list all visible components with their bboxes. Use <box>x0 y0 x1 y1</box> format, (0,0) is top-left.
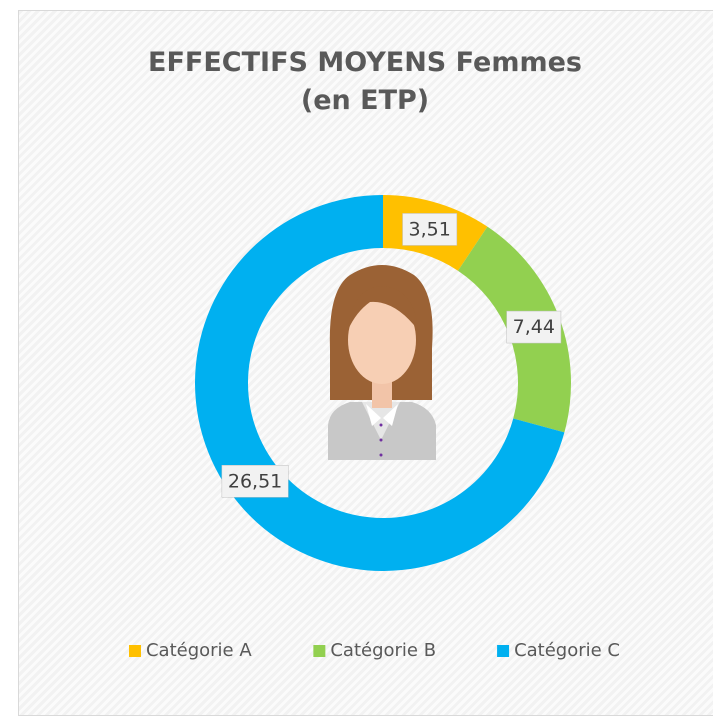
page: EFFECTIFS MOYENS Femmes (en ETP) 3,517,4… <box>0 0 713 715</box>
legend-label: Catégorie C <box>514 640 620 661</box>
value-label: 7,44 <box>513 316 555 338</box>
legend-swatch <box>129 645 141 657</box>
legend-item: Catégorie A <box>129 640 252 661</box>
legend-swatch <box>313 645 325 657</box>
legend-label: Catégorie A <box>146 640 252 661</box>
value-label: 26,51 <box>228 470 282 492</box>
legend-label: Catégorie B <box>330 640 436 661</box>
chart: 3,51 7,44 26,51 Catégorie A Catégorie B Catég… <box>0 0 713 715</box>
legend-swatch <box>497 645 509 657</box>
value-label: 3,51 <box>409 218 451 240</box>
legend-item: Catégorie B <box>313 640 436 661</box>
legend-item: Catégorie C <box>497 640 620 661</box>
